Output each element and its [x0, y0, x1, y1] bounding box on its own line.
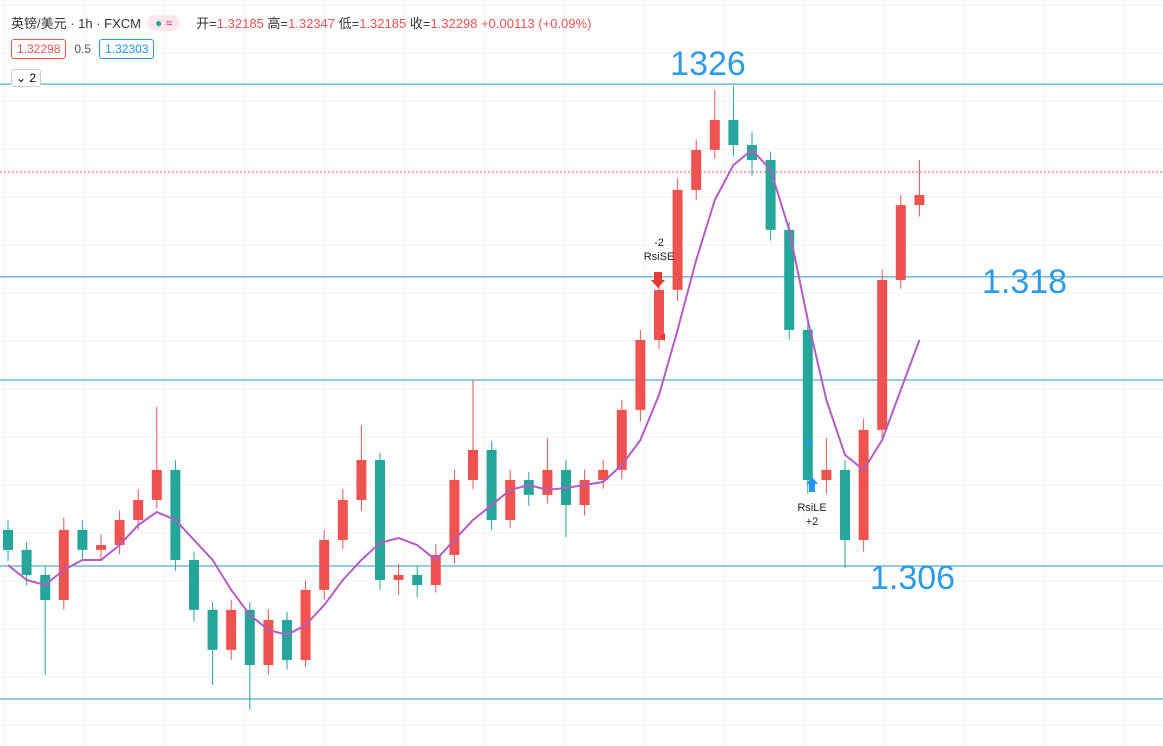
candle-body [412, 574, 423, 586]
signal-label: +2 [806, 516, 819, 528]
indicator-toggle[interactable]: ⌄ 2 [11, 69, 42, 87]
candle-body [189, 559, 199, 610]
candle-body [21, 549, 32, 575]
ohlc-label: 低= [338, 16, 360, 31]
candle-body [523, 479, 534, 495]
candle-body [3, 529, 13, 550]
ohlc-value: 1.32185 [216, 16, 264, 31]
ohlc: 开=1.32185 高=1.32347 低=1.32185 收=1.32298 … [196, 13, 591, 32]
symbol-title: 英镑/美元 · 1h · FXCM [11, 16, 142, 31]
candle-body [709, 119, 720, 150]
candle-body [542, 469, 553, 495]
ohlc-value: 1.32347 [288, 16, 335, 31]
candle-body [691, 149, 702, 190]
candle-body [821, 469, 832, 480]
candle-body [393, 574, 404, 580]
candle-body [114, 519, 125, 546]
candle-body [430, 554, 441, 586]
ohlc-label: 开= [196, 16, 217, 31]
candle-body [337, 499, 348, 540]
indicator-count: 2 [29, 71, 37, 85]
candle-body [895, 205, 906, 280]
candle-body [616, 409, 627, 470]
sell-price[interactable]: 1.32298 [11, 39, 67, 59]
level-label: 1.306 [870, 559, 955, 597]
candle-body [375, 459, 385, 580]
candle-body [226, 609, 237, 650]
ohlc-value: 1.32298 [430, 16, 478, 31]
buy-marker [807, 438, 813, 446]
candle-body [449, 479, 460, 555]
candle-body [765, 159, 776, 230]
buy-arrow [806, 477, 818, 492]
signal-label: RsiLE [797, 502, 826, 514]
candle-body [486, 449, 497, 520]
candle-body [58, 529, 69, 600]
candle-body [579, 479, 590, 506]
candle-body [672, 189, 683, 290]
candle-body [96, 545, 106, 550]
candle-body [747, 145, 757, 160]
candle-body [635, 339, 646, 410]
quote-badges: 1.32298 0.5 1.32303 [11, 39, 155, 59]
candle-body [654, 289, 664, 340]
candle-body [244, 609, 255, 666]
candle-body [282, 619, 292, 660]
moving-average [7, 148, 921, 636]
candle-body [728, 119, 739, 146]
candle-body [468, 449, 478, 480]
candle-body [505, 479, 516, 520]
signal-label: -2 [654, 237, 664, 249]
candle-body [263, 619, 274, 666]
candle-body [40, 574, 51, 600]
candle-body [914, 194, 925, 206]
candle-body [877, 279, 888, 430]
signal-label: RsiSE [644, 251, 675, 263]
candle-body [151, 469, 162, 500]
candle-body [170, 469, 181, 560]
header: 英镑/美元 · 1h · FXCM ● ≈ 开=1.32185 高=1.3234… [11, 13, 591, 32]
sell-arrow [651, 272, 665, 288]
sell-marker [659, 333, 665, 341]
candle-body [133, 499, 144, 520]
candle-body [598, 469, 609, 480]
candle-body [858, 429, 869, 540]
ohlc-label: 收= [409, 16, 431, 31]
candle-body [802, 329, 813, 480]
candle-body [77, 529, 88, 550]
ohlc-label: 高= [267, 16, 288, 31]
candle-body [319, 539, 330, 590]
spread: 0.5 [74, 42, 92, 56]
level-label: 1.318 [982, 263, 1067, 301]
candle-body [207, 609, 218, 650]
ohlc-value: 1.32185 [359, 16, 407, 31]
candle-body [840, 469, 850, 540]
level-label: 1326 [670, 45, 746, 83]
buy-price[interactable]: 1.32303 [99, 39, 155, 59]
status-pill[interactable]: ● ≈ [147, 14, 181, 31]
candle-body [784, 229, 795, 330]
change: +0.00113 (+0.09%) [481, 16, 592, 31]
candle-body [356, 459, 367, 500]
